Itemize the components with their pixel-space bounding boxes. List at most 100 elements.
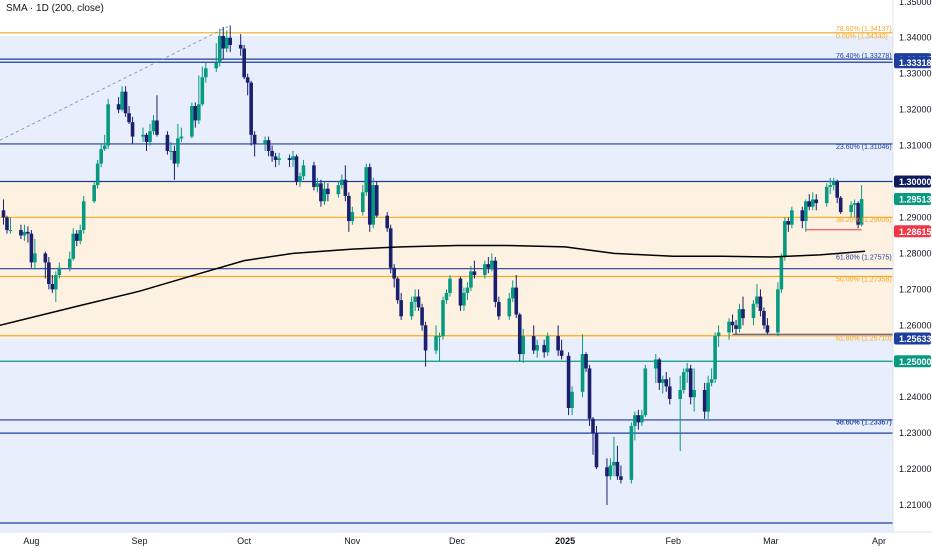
candle <box>737 303 742 333</box>
candle <box>165 131 170 155</box>
candle-body <box>238 44 243 49</box>
candle-body <box>653 359 658 369</box>
candle <box>395 276 400 304</box>
candle-body <box>667 386 672 399</box>
candle-body <box>392 267 396 279</box>
candle-body <box>197 104 201 121</box>
candle <box>678 375 683 452</box>
candle-body <box>423 325 428 351</box>
candle-body <box>849 204 853 213</box>
candle-body <box>127 113 131 123</box>
candle-body <box>709 379 714 383</box>
candle <box>291 150 295 168</box>
candle-body <box>102 145 107 150</box>
sma-layer <box>0 244 866 327</box>
price-tick-label: 1.35000 <box>899 0 932 7</box>
time-axis[interactable]: Aug Sep Oct Nov Dec 2025 Feb Mar Apr <box>0 531 932 550</box>
candle <box>172 145 177 180</box>
price-tag-bg <box>894 193 931 206</box>
price-tag-bg <box>894 332 931 345</box>
candle <box>67 251 72 272</box>
candle <box>50 274 55 293</box>
candle-body <box>779 257 784 290</box>
candle <box>507 292 512 320</box>
candle <box>99 143 103 168</box>
candle-body <box>758 296 763 311</box>
candle-body <box>420 307 424 326</box>
candle-body <box>1 210 6 218</box>
candle <box>319 179 323 207</box>
candle-body <box>179 136 184 139</box>
candle <box>643 364 648 417</box>
candle-body <box>584 354 588 369</box>
candle-body <box>465 287 470 293</box>
candle <box>514 274 519 319</box>
candle <box>294 154 299 186</box>
candle <box>605 458 609 506</box>
fib-label: 0.00% (1.34340) <box>836 34 888 41</box>
candle <box>493 257 498 308</box>
candle <box>78 224 83 245</box>
candle-body <box>395 278 400 301</box>
price-tick-label: 1.34000 <box>899 33 932 43</box>
candle-body <box>130 122 135 137</box>
candle-body <box>141 134 145 137</box>
candle <box>315 177 320 193</box>
candle <box>197 75 201 125</box>
candle <box>388 224 393 274</box>
candle-body <box>444 292 449 301</box>
candle <box>542 339 546 358</box>
candle <box>169 141 173 160</box>
candle-body <box>559 350 564 356</box>
indicator-legend[interactable]: SMA · 1D (200, close) <box>4 3 106 14</box>
candle <box>224 30 229 53</box>
candle-body <box>385 215 389 229</box>
candle-body <box>776 289 780 333</box>
candle-body <box>120 91 124 110</box>
candle-body <box>730 321 735 326</box>
candle <box>266 136 271 157</box>
price-tag-label: 1.30000 <box>899 177 932 187</box>
price-axis[interactable]: 1.35000 1.34000 1.33000 1.32000 1.31000 1.300… <box>892 0 932 550</box>
candle-body <box>688 368 693 398</box>
candle-body <box>531 336 536 351</box>
price-tick-label: 1.21000 <box>899 500 932 510</box>
candle <box>193 102 198 128</box>
candle-body <box>204 68 208 78</box>
candle-body <box>587 368 592 419</box>
candle <box>472 260 477 279</box>
candle-body <box>448 278 452 293</box>
candle-body <box>636 415 641 423</box>
candle-body <box>343 179 348 196</box>
candle <box>483 260 487 279</box>
candle <box>790 206 794 229</box>
price-tick-label: 1.29000 <box>899 212 932 222</box>
candle <box>486 257 491 274</box>
candle-body <box>783 221 787 258</box>
fib-labels: 78.60% (1.34137)0.00% (1.34340) 76.40% (1… <box>836 26 892 427</box>
candle-body <box>270 150 274 157</box>
candle <box>245 73 250 96</box>
candle-body <box>319 183 323 202</box>
candle-body <box>19 230 23 236</box>
candle <box>653 354 658 383</box>
candle-body <box>633 415 637 426</box>
date-tick-label: Oct <box>237 536 252 546</box>
candle-body <box>144 134 149 142</box>
price-tick-label: 1.27000 <box>899 284 932 294</box>
fib-label: 76.40% (1.33278) <box>836 53 892 60</box>
candle-body <box>106 104 110 146</box>
candle <box>141 127 145 142</box>
candle <box>252 131 257 157</box>
candle <box>322 181 327 205</box>
candle <box>371 177 376 229</box>
candle-body <box>95 163 100 186</box>
candle <box>360 185 365 216</box>
candle-body <box>856 203 860 225</box>
candle-body <box>434 336 438 351</box>
candle-body <box>5 217 9 231</box>
candle-body <box>765 325 770 333</box>
candle-body <box>713 336 717 380</box>
candle <box>629 422 634 484</box>
